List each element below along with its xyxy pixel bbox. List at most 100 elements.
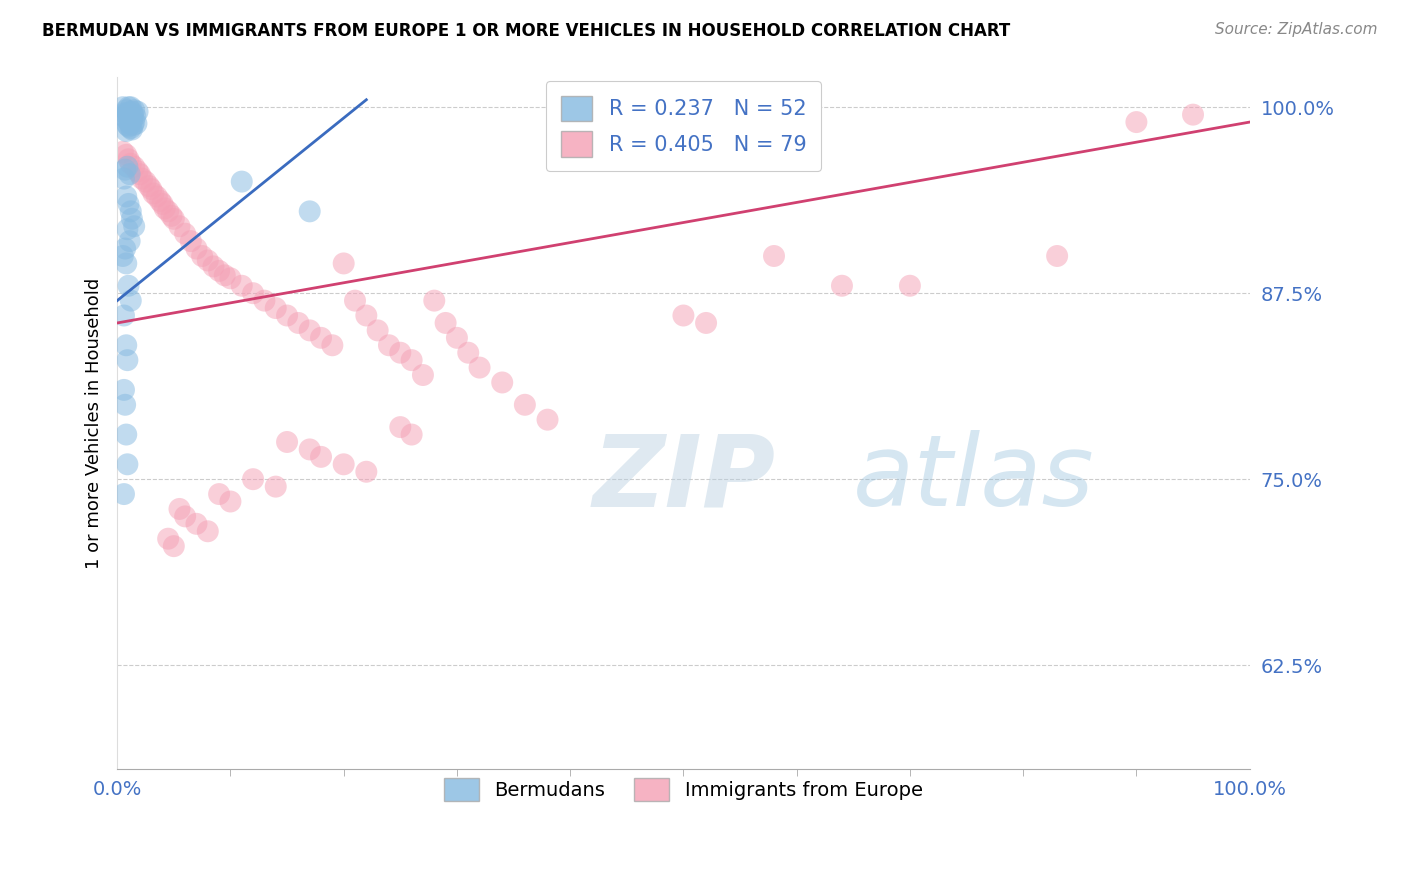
Point xyxy=(121,104,143,119)
Point xyxy=(214,268,236,283)
Point xyxy=(332,458,354,472)
Point xyxy=(389,420,412,434)
Point xyxy=(120,157,142,171)
Point xyxy=(124,109,146,123)
Point xyxy=(117,353,139,368)
Point xyxy=(149,194,172,208)
Point xyxy=(242,472,264,486)
Point xyxy=(117,458,139,472)
Point xyxy=(219,271,242,285)
Text: BERMUDAN VS IMMIGRANTS FROM EUROPE 1 OR MORE VEHICLES IN HOUSEHOLD CORRELATION C: BERMUDAN VS IMMIGRANTS FROM EUROPE 1 OR … xyxy=(42,22,1011,40)
Point xyxy=(174,509,197,524)
Point xyxy=(231,278,253,293)
Point xyxy=(264,301,287,315)
Point xyxy=(309,450,332,464)
Point xyxy=(120,111,142,125)
Point xyxy=(121,211,143,226)
Point xyxy=(446,331,468,345)
Point xyxy=(141,182,163,196)
Point xyxy=(112,383,135,397)
Point xyxy=(491,376,513,390)
Point xyxy=(115,103,138,118)
Point xyxy=(117,278,139,293)
Point xyxy=(118,108,141,122)
Point xyxy=(111,100,134,114)
Point xyxy=(117,106,139,120)
Point xyxy=(457,345,479,359)
Point xyxy=(121,122,143,136)
Point xyxy=(898,278,921,293)
Point xyxy=(309,331,332,345)
Point xyxy=(287,316,309,330)
Point xyxy=(1046,249,1069,263)
Point xyxy=(831,278,853,293)
Point xyxy=(117,118,139,132)
Point xyxy=(111,249,134,263)
Point xyxy=(208,487,231,501)
Text: atlas: atlas xyxy=(853,430,1095,527)
Y-axis label: 1 or more Vehicles in Household: 1 or more Vehicles in Household xyxy=(86,277,103,569)
Point xyxy=(117,153,139,167)
Point xyxy=(121,113,143,128)
Point xyxy=(115,189,138,203)
Point xyxy=(115,124,138,138)
Point xyxy=(112,309,135,323)
Point xyxy=(118,167,141,181)
Point xyxy=(412,368,434,382)
Point xyxy=(356,309,378,323)
Point xyxy=(298,442,321,457)
Point xyxy=(112,487,135,501)
Point xyxy=(186,516,208,531)
Text: Source: ZipAtlas.com: Source: ZipAtlas.com xyxy=(1215,22,1378,37)
Point xyxy=(253,293,276,308)
Point xyxy=(202,260,225,274)
Point xyxy=(122,108,145,122)
Point xyxy=(763,249,786,263)
Point xyxy=(118,234,141,248)
Point xyxy=(112,109,135,123)
Point xyxy=(152,197,174,211)
Point xyxy=(401,427,423,442)
Point xyxy=(276,309,298,323)
Point xyxy=(208,264,231,278)
Point xyxy=(160,209,183,223)
Point xyxy=(343,293,366,308)
Point xyxy=(298,204,321,219)
Point xyxy=(114,106,136,120)
Point xyxy=(127,164,149,178)
Point xyxy=(117,160,139,174)
Point xyxy=(115,338,138,352)
Point xyxy=(298,323,321,337)
Point xyxy=(125,117,148,131)
Point xyxy=(122,115,145,129)
Point xyxy=(169,219,191,234)
Point xyxy=(169,502,191,516)
Point xyxy=(120,121,142,136)
Point xyxy=(1125,115,1147,129)
Text: ZIP: ZIP xyxy=(593,430,776,527)
Point xyxy=(163,211,186,226)
Point xyxy=(219,494,242,508)
Point xyxy=(114,398,136,412)
Point xyxy=(276,435,298,450)
Point xyxy=(115,427,138,442)
Point xyxy=(434,316,457,330)
Point xyxy=(378,338,401,352)
Point xyxy=(468,360,491,375)
Point xyxy=(153,202,176,216)
Point xyxy=(122,219,145,234)
Point xyxy=(174,227,197,241)
Point xyxy=(356,465,378,479)
Point xyxy=(122,103,145,118)
Point xyxy=(321,338,343,352)
Point xyxy=(180,234,202,248)
Point xyxy=(231,175,253,189)
Point xyxy=(242,286,264,301)
Point xyxy=(114,242,136,256)
Point xyxy=(122,118,145,132)
Point xyxy=(120,204,142,219)
Point xyxy=(118,117,141,131)
Point xyxy=(401,353,423,368)
Point xyxy=(120,100,142,114)
Point xyxy=(120,293,142,308)
